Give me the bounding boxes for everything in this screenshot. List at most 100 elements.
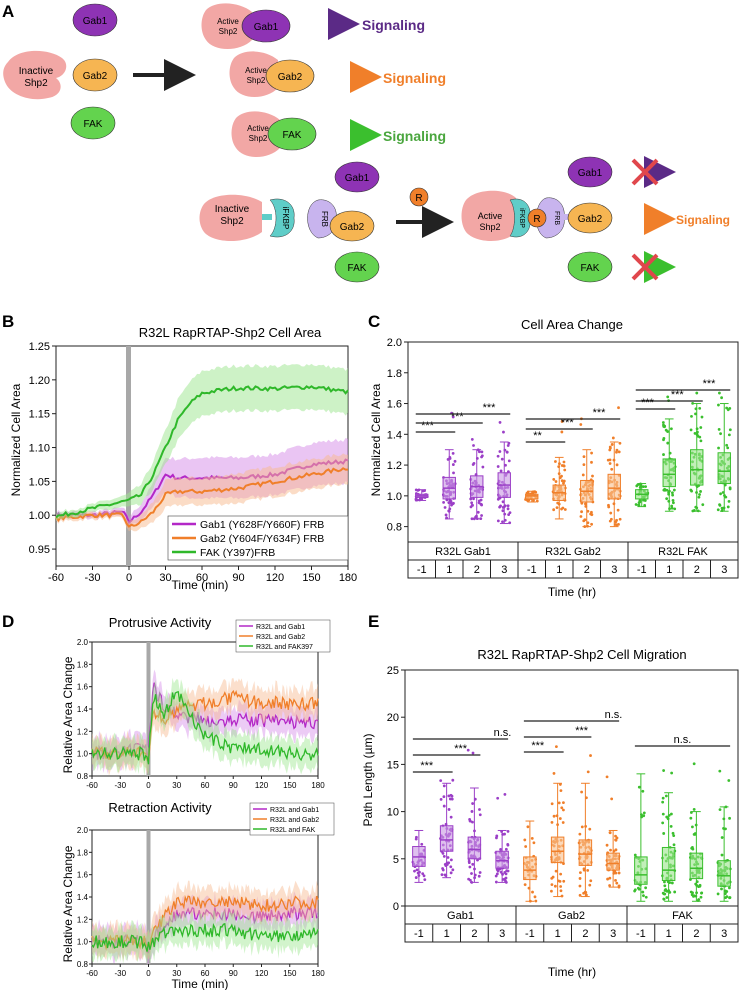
c-point	[665, 488, 669, 492]
c-point	[472, 444, 475, 447]
e-point	[690, 893, 694, 897]
e-point	[617, 871, 621, 875]
e-point	[471, 751, 475, 755]
d-bot-ytick-label: 2.0	[77, 826, 89, 835]
c-point	[609, 511, 613, 515]
b-series-line-1	[55, 467, 348, 528]
c-point	[689, 488, 693, 492]
e-point	[504, 879, 507, 883]
c-point	[664, 428, 668, 432]
fak-signaling-text: Signaling	[383, 128, 446, 144]
e-point	[642, 811, 646, 815]
d-bot-legend-fak: R32L and FAK	[270, 827, 316, 834]
panel-e-ylabel: Path Length (µm)	[361, 734, 375, 827]
e-point	[720, 836, 724, 839]
e-point	[586, 770, 590, 774]
c-point	[699, 426, 703, 429]
d-bot-xtick-label: 90	[229, 969, 238, 978]
c-point	[699, 490, 702, 493]
c-point	[442, 500, 445, 504]
c-point	[583, 518, 587, 522]
c-point	[470, 501, 474, 505]
e-point	[550, 802, 554, 806]
d-top-ytick-label: 1.6	[77, 683, 89, 692]
e-point	[697, 885, 700, 889]
c-point	[643, 499, 647, 502]
b-xtick-label: 180	[339, 572, 357, 584]
c-point	[698, 406, 702, 410]
e-point	[692, 762, 696, 766]
c-point	[717, 446, 720, 450]
gab1-signaling-text: Signaling	[362, 17, 425, 33]
d-bot-xtick-label: 120	[255, 969, 269, 978]
c-ytick-label: 1.0	[387, 491, 402, 503]
fak-protein	[70, 106, 116, 140]
c-point	[554, 480, 558, 483]
e-point	[550, 820, 554, 824]
e-point	[588, 883, 592, 887]
c-point	[616, 508, 620, 512]
e-point	[642, 814, 646, 818]
e-point	[697, 898, 701, 901]
e-point	[440, 873, 444, 877]
panel-d-bottom-legend: R32L and Gab1 R32L and Gab2 R32L and FAK	[249, 802, 335, 836]
d-bot-band-1	[92, 880, 318, 962]
c-point	[582, 463, 586, 467]
e-point	[420, 842, 424, 846]
c-point	[555, 506, 559, 510]
gab2-lower-signaling-text: Signaling	[676, 213, 730, 227]
e-point	[637, 785, 641, 789]
e-point	[661, 800, 665, 804]
c-point	[662, 453, 665, 456]
b-ytick-label: 1.00	[29, 510, 50, 522]
c-point	[717, 427, 721, 431]
e-point	[670, 771, 674, 775]
e-box	[689, 852, 704, 880]
gab2-active-label: Gab2	[578, 214, 603, 225]
c-point	[698, 493, 701, 496]
fak-block-x-icon	[631, 253, 659, 281]
c-group-label: R32L Gab2	[545, 546, 601, 558]
panel-b-plot: -60 -30 0 30 60 90 120 150 180 0.95 1.00 1.05 1.10 1.…	[29, 341, 358, 584]
b-xtick-label: 30	[159, 572, 171, 584]
panel-b-ylabel: Normalized Cell Area	[9, 383, 23, 496]
e-point	[506, 829, 510, 833]
e-point	[532, 841, 536, 845]
c-ytick-label: 2.0	[387, 337, 402, 349]
d-bot-ytick-label: 1.0	[77, 938, 89, 947]
e-point	[669, 824, 673, 828]
panel-c-ylabel: Normalized Cell Area	[369, 383, 383, 496]
c-point	[690, 414, 693, 418]
c-point	[444, 513, 448, 517]
panel-d-bottom-plot: -60 -30 0 30 60 90 120 150 180 0.8 1.0 1.2 1.4 1.6 1.8…	[77, 826, 325, 978]
c-point	[498, 421, 502, 424]
e-point	[562, 801, 565, 805]
e-ytick-label: 5	[393, 854, 399, 866]
c-sig-label: ***	[593, 407, 607, 419]
c-timepoint-label: 1	[446, 564, 452, 576]
d-bot-xtick-label: 0	[146, 969, 151, 978]
c-group-label: R32L Gab1	[435, 546, 491, 558]
e-group-label: Gab2	[558, 910, 585, 922]
c-point	[670, 506, 674, 510]
c-point	[562, 464, 566, 468]
e-timepoint-label: 1	[666, 928, 672, 940]
c-timepoint-label: 2	[694, 564, 700, 576]
c-box	[690, 449, 704, 486]
e-point	[552, 772, 556, 775]
e-point	[471, 802, 475, 805]
c-timepoint-label: 1	[666, 564, 672, 576]
e-point	[724, 896, 728, 900]
panel-c-title: Cell Area Change	[521, 317, 623, 332]
b-xtick-label: 90	[232, 572, 244, 584]
c-point	[499, 469, 503, 473]
d-top-xtick-label: -60	[86, 781, 98, 790]
panel-d-bottom-ylabel: Relative Area Change	[61, 845, 75, 962]
e-point	[716, 892, 720, 896]
e-ytick-label: 0	[393, 901, 399, 913]
c-point	[636, 483, 640, 487]
e-point	[578, 893, 582, 897]
inactive-shp2-label-2: Shp2	[24, 78, 48, 89]
c-point	[720, 396, 724, 400]
c-sig-label: ***	[703, 378, 717, 390]
